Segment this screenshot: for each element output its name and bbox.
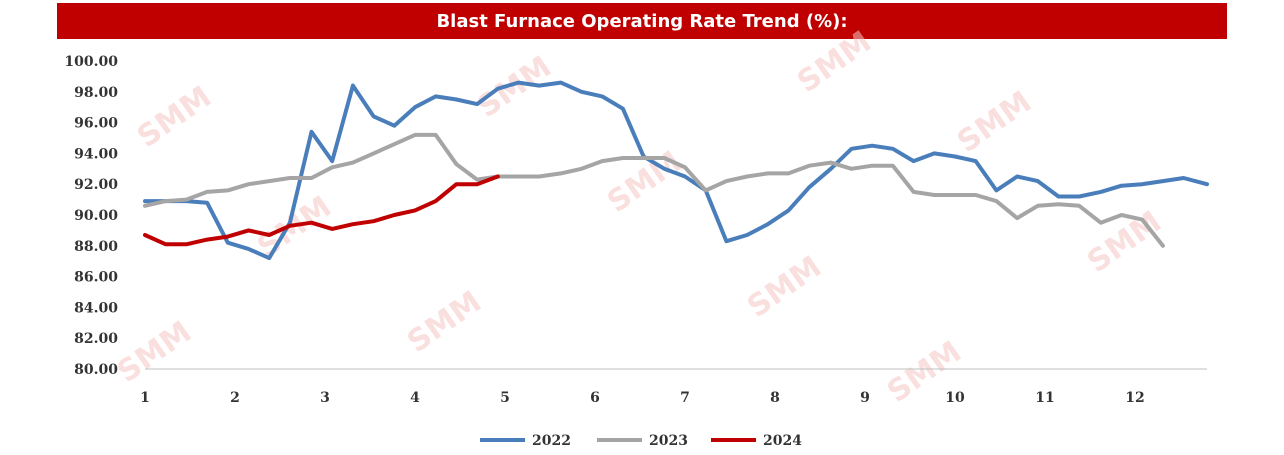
- y-tick-label: 100.00: [64, 54, 118, 70]
- watermark-stamp: SMM: [791, 25, 878, 100]
- series-line-2022: [143, 80, 1209, 261]
- y-tick-label: 86.00: [74, 270, 118, 286]
- y-tick-label: 90.00: [74, 208, 118, 224]
- x-tick-label: 8: [770, 390, 780, 406]
- y-tick-label: 94.00: [74, 146, 118, 162]
- x-tick-label: 5: [500, 390, 510, 406]
- x-tick-label: 6: [590, 390, 600, 406]
- x-tick-label: 4: [410, 390, 420, 406]
- watermark-stamp: SMM: [741, 250, 828, 325]
- x-tick-label: 12: [1125, 390, 1144, 406]
- legend-label-2022: 2022: [532, 433, 571, 449]
- legend-label-2023: 2023: [649, 433, 688, 449]
- chart-title: Blast Furnace Operating Rate Trend (%):: [436, 10, 848, 32]
- watermark-stamp: SMM: [111, 315, 198, 390]
- x-tick-label: 2: [230, 390, 240, 406]
- watermark-stamp: SMM: [951, 85, 1038, 160]
- x-tick-label: 9: [860, 390, 870, 406]
- x-tick-label: 10: [945, 390, 965, 406]
- legend-label-2024: 2024: [763, 433, 802, 449]
- watermark-stamp: SMM: [131, 80, 218, 155]
- chart-title-bar: Blast Furnace Operating Rate Trend (%):: [57, 3, 1227, 39]
- y-tick-label: 98.00: [74, 85, 118, 101]
- y-tick-label: 84.00: [74, 300, 118, 316]
- series-line-2024: [143, 174, 500, 247]
- y-tick-label: 82.00: [74, 331, 118, 347]
- x-tick-label: 11: [1035, 390, 1054, 406]
- series-line-2023: [143, 132, 1165, 248]
- watermark-stamp: SMM: [471, 50, 558, 125]
- watermark-stamp: SMM: [401, 285, 488, 360]
- y-tick-label: 80.00: [74, 362, 118, 378]
- y-tick-label: 96.00: [74, 116, 118, 132]
- x-tick-label: 3: [320, 390, 330, 406]
- x-tick-label: 1: [140, 390, 150, 406]
- y-tick-label: 92.00: [74, 177, 118, 193]
- y-tick-label: 88.00: [74, 239, 118, 255]
- x-tick-label: 7: [680, 390, 690, 406]
